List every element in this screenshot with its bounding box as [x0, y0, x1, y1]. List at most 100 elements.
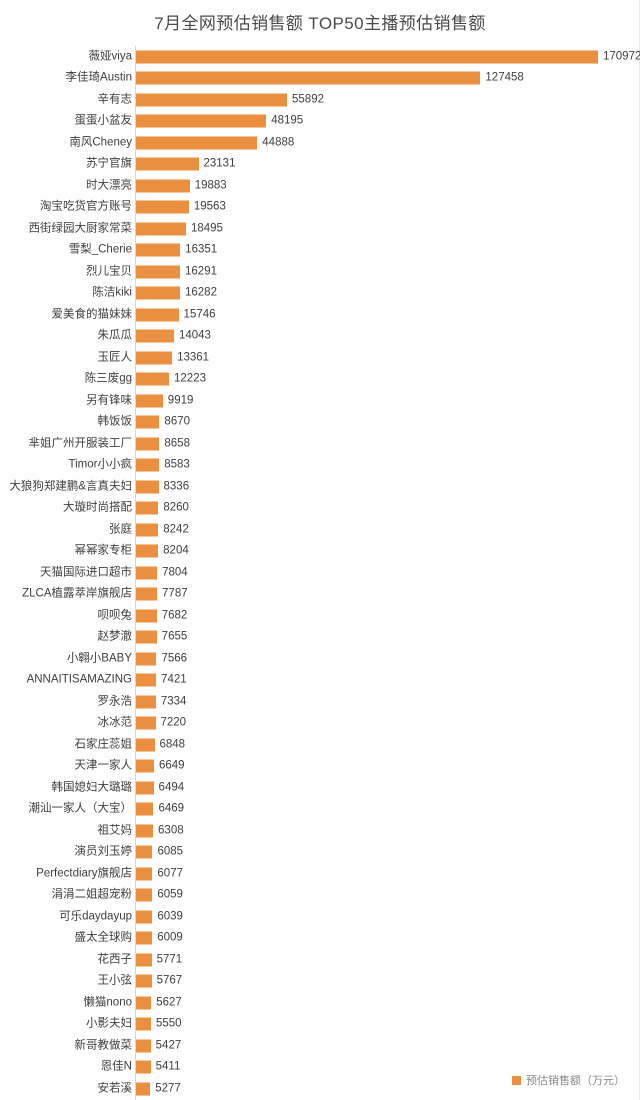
bar-track [136, 1039, 151, 1053]
bar-category-label: 韩饭饭 [97, 415, 133, 428]
bar-fill [136, 673, 157, 687]
bar-fill [136, 480, 159, 494]
bar-fill [136, 501, 159, 515]
bar-fill [136, 845, 153, 859]
bar-category-label: 可乐daydayup [59, 910, 132, 922]
bar-track [136, 351, 173, 365]
bar-value-label: 5771 [156, 953, 183, 965]
bar-fill [136, 308, 179, 322]
bar-category-label: 陈三废gg [84, 372, 132, 385]
bar-fill [136, 200, 189, 214]
bar-track [136, 136, 258, 150]
bar-value-label: 14043 [178, 329, 211, 342]
bar-category-label: 冰冰范 [97, 716, 133, 729]
bar-fill [136, 953, 152, 967]
bar-track [136, 566, 158, 580]
bar-category-label: 朱瓜瓜 [97, 329, 133, 342]
bar-track [136, 953, 152, 967]
bar-row: 懒猫nono 5627 [0, 992, 640, 1014]
bar-value-label: 8670 [164, 415, 191, 428]
bar-value-label: 6085 [157, 845, 184, 858]
bar-row: 小影夫妇 5550 [0, 1014, 640, 1036]
bar-value-label: 6494 [158, 781, 185, 793]
bar-category-label: 陈洁kiki [92, 286, 132, 299]
bar-row: 潮汕一家人（大宝） 6469 [0, 799, 640, 821]
bar-value-label: 8204 [163, 544, 189, 557]
bar-value-label: 7421 [161, 673, 187, 686]
bar-fill [136, 136, 258, 150]
bar-value-label: 6077 [157, 867, 183, 879]
bar-fill [136, 157, 199, 171]
bar-fill [136, 652, 157, 666]
bar-value-label: 7787 [162, 587, 188, 600]
bar-category-label: 花西子 [97, 953, 133, 965]
bar-fill [136, 1039, 151, 1053]
bar-row: ZLCA植露萃岸旗舰店 7787 [0, 584, 640, 606]
legend-swatch-icon [512, 1075, 521, 1085]
bar-track [136, 114, 267, 128]
bar-value-label: 5627 [156, 996, 182, 1008]
bar-fill [136, 759, 154, 773]
bar-category-label: 盛太全球购 [74, 931, 133, 944]
bar-category-label: 大狼狗郑建鹏&言真夫妇 [9, 480, 132, 492]
bar-fill [136, 716, 156, 730]
bar-fill [136, 888, 153, 902]
bar-row: 冰冰范 7220 [0, 713, 640, 735]
bar-track [136, 265, 181, 279]
bar-category-label: Perfectdiary旗舰店 [36, 867, 132, 879]
bar-row: 雪梨_Cherie 16351 [0, 240, 640, 262]
bar-category-label: 苏宁官旗 [86, 157, 132, 170]
bar-category-label: 演员刘玉婷 [74, 845, 133, 858]
bar-category-label: 石家庄蕊姐 [74, 738, 133, 750]
bar-category-label: 懒猫nono [83, 996, 132, 1008]
bar-fill [136, 609, 157, 623]
bar-row: 张庭 8242 [0, 519, 640, 541]
bar-track [136, 50, 598, 64]
bar-fill [136, 50, 598, 64]
bar-row: 幂幂家专柜 8204 [0, 541, 640, 563]
bar-track [136, 781, 154, 795]
bar-row: 陈三废gg 12223 [0, 369, 640, 391]
bar-value-label: 44888 [262, 136, 295, 148]
bar-value-label: 8583 [164, 458, 190, 471]
bar-value-label: 8336 [163, 480, 190, 492]
bar-row: 朱瓜瓜 14043 [0, 326, 640, 348]
bar-fill [136, 781, 154, 795]
bar-value-label: 6039 [157, 910, 183, 922]
bar-category-label: 安若溪 [97, 1082, 133, 1094]
bar-category-label: 时大漂亮 [86, 179, 132, 191]
bar-row: 演员刘玉婷 6085 [0, 842, 640, 864]
bar-row: 西街绿园大厨家常菜 18495 [0, 218, 640, 240]
bar-fill [136, 544, 159, 558]
bar-fill [136, 824, 154, 838]
bar-value-label: 7655 [161, 630, 188, 643]
bar-row: 辛有志 55892 [0, 89, 640, 111]
bar-value-label: 12223 [174, 372, 206, 385]
bar-fill [136, 630, 157, 644]
bar-fill [136, 523, 159, 537]
bar-track [136, 480, 159, 494]
bar-fill [136, 351, 173, 365]
bar-row: 大璇时尚搭配 8260 [0, 498, 640, 520]
bar-value-label: 6848 [159, 738, 186, 750]
bar-track [136, 888, 153, 902]
bar-fill [136, 394, 163, 408]
bar-value-label: 6649 [158, 759, 185, 772]
page-title: 7月全网预估销售额 TOP50主播预估销售额 [154, 14, 486, 33]
bar-row: 呗呗兔 7682 [0, 605, 640, 627]
bar-track [136, 1082, 151, 1096]
bar-fill [136, 93, 288, 107]
bar-fill [136, 114, 267, 128]
bar-fill [136, 179, 190, 193]
bar-category-label: 幂幂家专柜 [74, 544, 133, 557]
bar-track [136, 910, 153, 924]
bar-value-label: 6469 [158, 802, 185, 815]
bar-track [136, 329, 174, 343]
bar-fill [136, 222, 186, 236]
y-axis-line [135, 46, 136, 1100]
bar-track [136, 200, 189, 214]
bar-fill [136, 910, 153, 924]
bar-row: 大狼狗郑建鹏&言真夫妇 8336 [0, 476, 640, 498]
bar-fill [136, 1060, 151, 1074]
